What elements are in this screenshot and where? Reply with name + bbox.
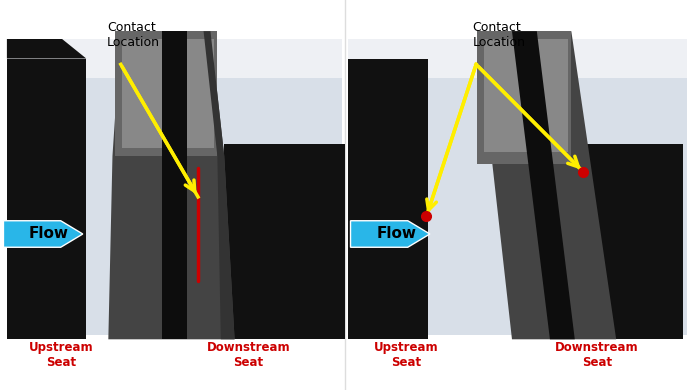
Bar — [348, 39, 687, 78]
Bar — [224, 144, 345, 339]
Polygon shape — [204, 31, 235, 339]
Text: Contact
Location: Contact Location — [107, 21, 160, 49]
Bar — [161, 31, 186, 339]
Text: Flow: Flow — [28, 227, 68, 241]
Text: Flow: Flow — [377, 227, 417, 241]
Bar — [569, 144, 683, 339]
Bar — [7, 39, 342, 78]
Polygon shape — [512, 31, 575, 339]
Polygon shape — [122, 39, 214, 148]
Bar — [0, 335, 690, 390]
Polygon shape — [7, 39, 86, 58]
Text: Upstream
Seat: Upstream Seat — [28, 340, 93, 369]
Polygon shape — [115, 31, 217, 156]
Text: Contact
Location: Contact Location — [473, 21, 526, 49]
Polygon shape — [484, 39, 568, 152]
Bar — [348, 39, 687, 339]
Text: Upstream
Seat: Upstream Seat — [373, 340, 438, 369]
Polygon shape — [108, 31, 235, 339]
Text: Downstream
Seat: Downstream Seat — [206, 340, 290, 369]
Bar — [348, 58, 428, 339]
Polygon shape — [477, 31, 616, 339]
Polygon shape — [477, 31, 571, 164]
Text: Downstream
Seat: Downstream Seat — [555, 340, 639, 369]
Bar — [7, 58, 86, 339]
FancyArrow shape — [3, 221, 83, 247]
FancyArrow shape — [351, 221, 430, 247]
Bar — [7, 39, 342, 339]
